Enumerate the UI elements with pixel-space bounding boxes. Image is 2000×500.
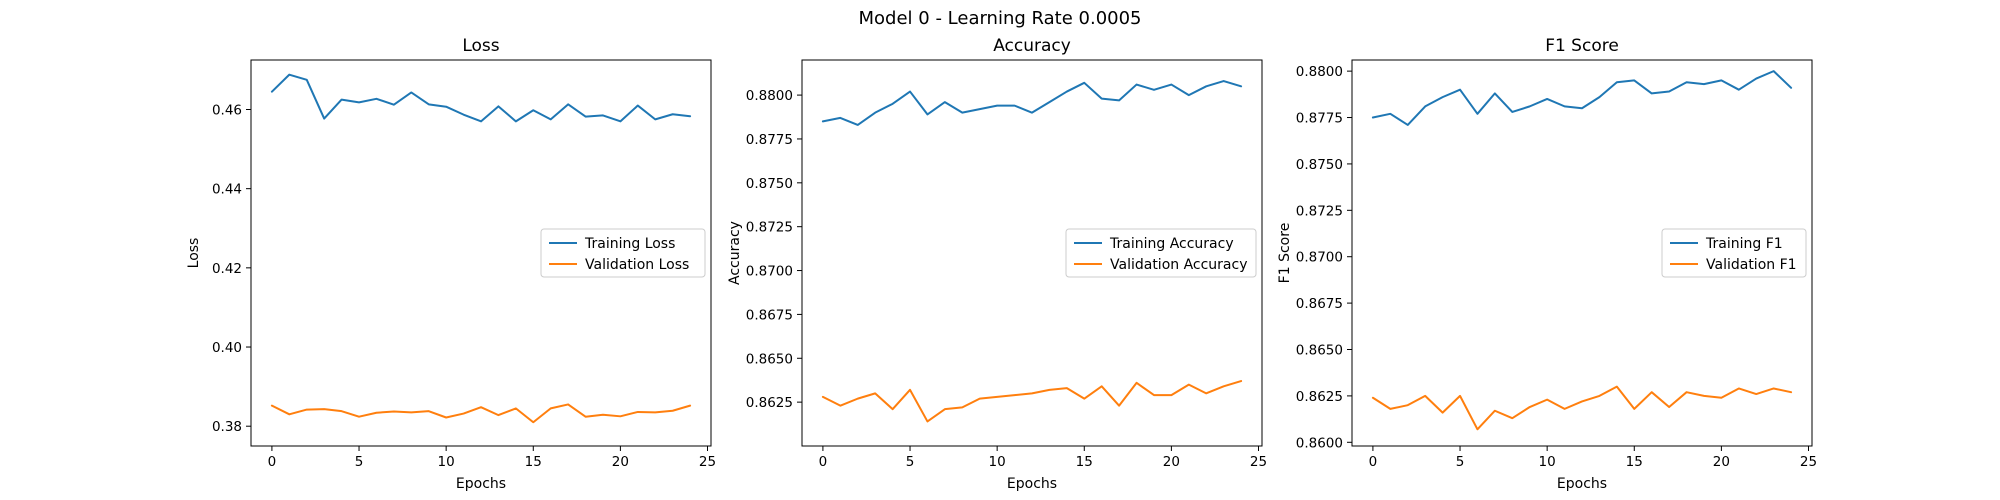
panel-1-ytick-label: 0.42 xyxy=(212,261,242,277)
panel-2-ytick-label: 0.8700 xyxy=(746,264,793,280)
panel-2-ytick-label: 0.8725 xyxy=(746,220,793,236)
panel-1-xlabel: Epochs xyxy=(456,476,506,492)
panel-1-xtick-label: 25 xyxy=(699,454,716,470)
panel-3-ytick-label: 0.8775 xyxy=(1296,111,1343,127)
panel-2-ytick-label: 0.8625 xyxy=(746,395,793,411)
panel-1-ytick-label: 0.38 xyxy=(212,419,242,435)
panel-1-legend: Training Loss Validation Loss xyxy=(540,228,706,278)
panel-3-series-training-line xyxy=(1371,70,1793,126)
panel-3-xlabel: Epochs xyxy=(1557,476,1607,492)
panel-1-axes-frame xyxy=(250,59,712,447)
panel-1-ytick-label: 0.44 xyxy=(212,182,242,198)
panel-3-ytick-label: 0.8675 xyxy=(1296,296,1343,312)
panel-3-xtick-label: 15 xyxy=(1626,454,1643,470)
panel-1-legend-label: Validation Loss xyxy=(585,257,689,273)
panel-3-ytick-label: 0.8600 xyxy=(1296,435,1343,451)
panel-1-ylabel: Loss xyxy=(186,238,202,269)
panel-1-ytick-label: 0.46 xyxy=(212,102,242,118)
panel-3-xtick-label: 10 xyxy=(1539,454,1556,470)
panel-2-axes-frame xyxy=(801,59,1263,447)
panel-1-legend-box xyxy=(540,228,706,278)
panel-2-ytick-label: 0.8750 xyxy=(746,176,793,192)
panel-2-xtick-label: 20 xyxy=(1163,454,1180,470)
panel-3-legend-label: Training F1 xyxy=(1705,236,1783,252)
panel-3-axes-frame xyxy=(1351,59,1813,447)
panel-3: F1 Score 0 5 10 15 20 25 0.8600 0.8625 0.8650 0.86… xyxy=(1277,36,1817,492)
panel-3-title: F1 Score xyxy=(1545,36,1619,56)
panel-2-legend-label: Validation Accuracy xyxy=(1110,257,1248,273)
panel-3-ylabel: F1 Score xyxy=(1277,223,1293,284)
panel-2: Accuracy 0 5 10 15 20 25 0.8625 0.8650 0.8675 0.87… xyxy=(727,36,1267,492)
panel-1-xtick-label: 20 xyxy=(612,454,629,470)
panel-2-xtick-label: 0 xyxy=(819,454,828,470)
panel-3-ytick-label: 0.8800 xyxy=(1296,64,1343,80)
panel-1-legend-label: Training Loss xyxy=(584,236,675,252)
figure-suptitle: Model 0 - Learning Rate 0.0005 xyxy=(859,8,1142,29)
panel-2-series-training-line xyxy=(821,80,1243,126)
panel-2-xtick-label: 15 xyxy=(1076,454,1093,470)
panel-2-legend: Training Accuracy Validation Accuracy xyxy=(1065,228,1257,278)
panel-1-title: Loss xyxy=(462,36,499,56)
panel-2-xtick-label: 25 xyxy=(1250,454,1267,470)
panel-3-legend: Training F1 Validation F1 xyxy=(1661,228,1807,278)
panel-1-xtick-label: 0 xyxy=(268,454,277,470)
panel-2-title: Accuracy xyxy=(993,36,1071,56)
panel-1-xtick-label: 10 xyxy=(438,454,455,470)
panel-2-xtick-label: 10 xyxy=(989,454,1006,470)
panel-3-xtick-label: 5 xyxy=(1456,454,1465,470)
panel-1-ytick-label: 0.40 xyxy=(212,340,242,356)
panel-1-series-training-line xyxy=(270,73,692,123)
panel-1-series-validation-line xyxy=(270,403,692,424)
panel-2-series-validation-line xyxy=(821,380,1243,423)
panel-3-ytick-label: 0.8700 xyxy=(1296,250,1343,266)
panel-3-legend-label: Validation F1 xyxy=(1706,257,1797,273)
panel-2-xtick-label: 5 xyxy=(906,454,915,470)
panel-2-ytick-label: 0.8775 xyxy=(746,132,793,148)
panels: Loss 0 5 10 15 20 25 0.38 0.40 0.42 0.44 0.46 Epochs… xyxy=(186,36,1817,492)
panel-2-ytick-label: 0.8650 xyxy=(746,351,793,367)
panel-2-ytick-label: 0.8675 xyxy=(746,307,793,323)
panel-3-ytick-label: 0.8725 xyxy=(1296,203,1343,219)
panel-1-xtick-label: 5 xyxy=(355,454,364,470)
panel-3-ytick-label: 0.8750 xyxy=(1296,157,1343,173)
panel-1-xtick-label: 15 xyxy=(525,454,542,470)
panel-3-series-validation-line xyxy=(1371,385,1793,431)
panel-2-legend-label: Training Accuracy xyxy=(1109,236,1234,252)
panel-2-ylabel: Accuracy xyxy=(727,221,743,285)
panel-3-ytick-label: 0.8650 xyxy=(1296,343,1343,359)
panel-3-ytick-label: 0.8625 xyxy=(1296,389,1343,405)
panel-3-xtick-label: 25 xyxy=(1800,454,1817,470)
panel-3-xtick-label: 20 xyxy=(1713,454,1730,470)
panel-1: Loss 0 5 10 15 20 25 0.38 0.40 0.42 0.44 0.46 Epochs… xyxy=(186,36,716,492)
panel-3-xtick-label: 0 xyxy=(1369,454,1378,470)
panel-2-ytick-label: 0.8800 xyxy=(746,88,793,104)
panel-2-xlabel: Epochs xyxy=(1007,476,1057,492)
panel-2-legend-box xyxy=(1065,228,1257,278)
